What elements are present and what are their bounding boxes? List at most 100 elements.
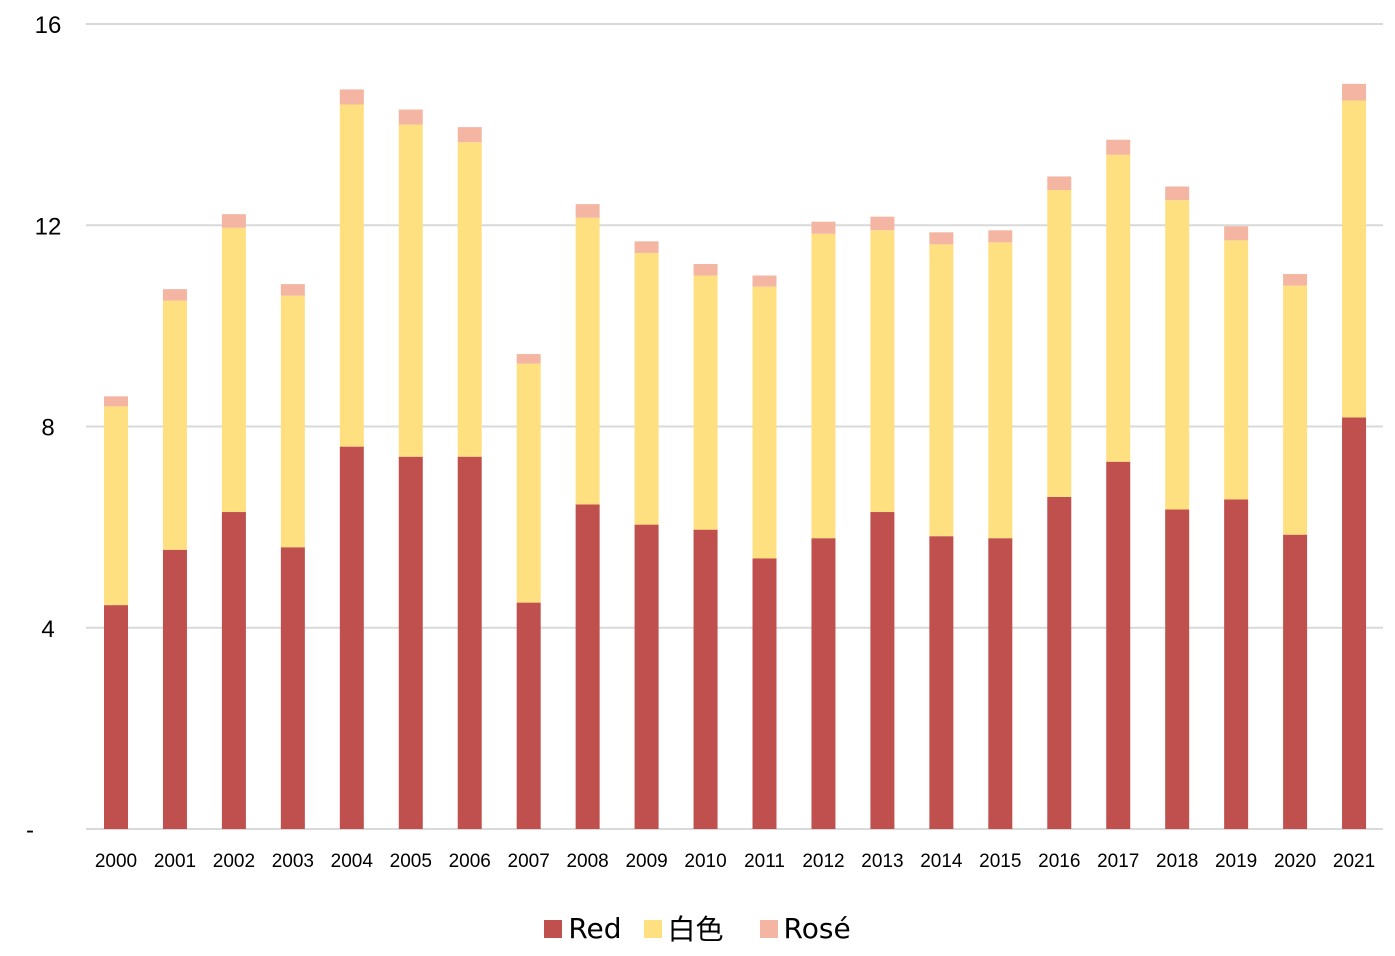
- x-tick-label: 2014: [920, 851, 963, 872]
- bar-rose-2016: [1047, 176, 1072, 191]
- bar-red-2021: [1342, 417, 1367, 829]
- x-tick-label: 2007: [508, 851, 550, 872]
- legend: Red 白色 Rosé: [0, 908, 1395, 948]
- bar-red-2018: [1165, 509, 1190, 829]
- x-tick-label: 2000: [95, 851, 137, 872]
- bar-red-2019: [1224, 499, 1249, 829]
- y-tick-label: 16: [35, 12, 62, 39]
- bar-rose-2021: [1342, 83, 1367, 101]
- bar-red-2006: [457, 456, 482, 829]
- bar-rose-2000: [104, 396, 128, 407]
- bar-white-2010: [693, 275, 718, 530]
- x-tick-label: 2011: [744, 851, 785, 872]
- legend-label-white: 白色: [667, 913, 724, 946]
- bar-white-2014: [929, 244, 954, 537]
- bar-white-2006: [457, 142, 482, 457]
- bar-red-2009: [634, 524, 659, 829]
- bar-white-2016: [1047, 190, 1072, 497]
- x-tick-label: 2020: [1274, 851, 1316, 872]
- legend-item-rose: Rosé: [759, 911, 851, 945]
- bar-red-2002: [221, 512, 246, 829]
- bar-rose-2004: [339, 89, 364, 105]
- bar-white-2004: [339, 104, 364, 447]
- bar-red-2000: [104, 605, 128, 829]
- bar-rose-2005: [398, 109, 423, 125]
- bar-red-2001: [162, 549, 187, 829]
- x-tick-label: 2021: [1333, 851, 1375, 872]
- x-tick-label: 2004: [331, 851, 374, 872]
- bar-rose-2020: [1283, 274, 1308, 286]
- bar-white-2003: [280, 295, 305, 548]
- y-axis-ticks: - 4 8 12 16: [26, 12, 61, 844]
- legend-item-white: 白色: [643, 908, 724, 948]
- bar-red-2020: [1283, 534, 1308, 829]
- bar-white-2021: [1342, 100, 1367, 418]
- bar-rose-2012: [811, 221, 836, 234]
- bar-rose-2019: [1224, 226, 1249, 241]
- bar-rose-2018: [1165, 186, 1190, 201]
- bar-white-2019: [1224, 240, 1249, 500]
- x-tick-label: 2010: [684, 851, 726, 872]
- bar-rose-2003: [280, 284, 305, 296]
- bar-white-2009: [634, 252, 659, 525]
- x-tick-label: 2002: [213, 851, 255, 872]
- bar-white-2017: [1106, 154, 1131, 462]
- bar-rose-2008: [575, 204, 600, 218]
- legend-label-red: Red: [568, 911, 622, 945]
- x-axis-ticks: 2000 2001 2002 2003 2004 2005 2006 2007 2008 2009…: [95, 851, 1375, 872]
- y-tick-label: 4: [41, 616, 54, 643]
- bar-rose-2006: [457, 127, 482, 143]
- y-tick-label: 12: [35, 213, 62, 240]
- legend-label-rose: Rosé: [783, 911, 851, 945]
- bar-white-2013: [870, 230, 895, 513]
- x-tick-label: 2003: [272, 851, 314, 872]
- bar-white-2011: [752, 286, 777, 559]
- bar-white-2000: [104, 406, 128, 606]
- y-tick-label: -: [26, 817, 34, 844]
- bar-rose-2007: [516, 354, 541, 364]
- bar-white-2020: [1283, 285, 1308, 535]
- bar-red-2005: [398, 456, 423, 829]
- bar-white-2007: [516, 363, 541, 603]
- bar-red-2015: [988, 538, 1013, 829]
- x-tick-label: 2016: [1038, 851, 1080, 872]
- y-tick-label: 8: [41, 415, 54, 442]
- bar-red-2004: [339, 446, 364, 829]
- x-tick-label: 2001: [154, 851, 196, 872]
- x-tick-label: 2005: [390, 851, 432, 872]
- bar-red-2008: [575, 504, 600, 829]
- x-tick-label: 2006: [449, 851, 491, 872]
- bar-rose-2014: [929, 232, 954, 245]
- bar-rose-2001: [162, 289, 187, 301]
- bar-red-2011: [752, 558, 777, 829]
- bar-white-2018: [1165, 200, 1190, 510]
- bar-red-2013: [870, 512, 895, 829]
- bar-red-2017: [1106, 461, 1131, 829]
- bar-rose-2009: [634, 241, 659, 253]
- bar-red-2007: [516, 602, 541, 829]
- bar-white-2001: [162, 300, 187, 550]
- bar-white-2008: [575, 217, 600, 505]
- x-tick-label: 2017: [1097, 851, 1139, 872]
- bar-rose-2013: [870, 216, 895, 231]
- bar-rose-2015: [988, 230, 1013, 243]
- bar-red-2014: [929, 536, 954, 829]
- bar-red-2003: [280, 547, 305, 829]
- bar-rose-2011: [752, 275, 777, 287]
- legend-item-red: Red: [544, 911, 622, 945]
- bar-white-2002: [221, 227, 246, 513]
- bar-rose-2010: [693, 263, 718, 276]
- bar-rose-2017: [1106, 139, 1131, 155]
- x-tick-label: 2012: [802, 851, 844, 872]
- x-tick-label: 2009: [625, 851, 667, 872]
- legend-swatch-red: [544, 920, 563, 938]
- legend-swatch-rose: [759, 920, 778, 938]
- legend-swatch-white: [643, 920, 662, 938]
- x-tick-label: 2019: [1215, 851, 1257, 872]
- bar-rose-2002: [221, 214, 246, 228]
- x-tick-label: 2008: [566, 851, 608, 872]
- bar-white-2005: [398, 124, 423, 457]
- x-tick-label: 2018: [1156, 851, 1198, 872]
